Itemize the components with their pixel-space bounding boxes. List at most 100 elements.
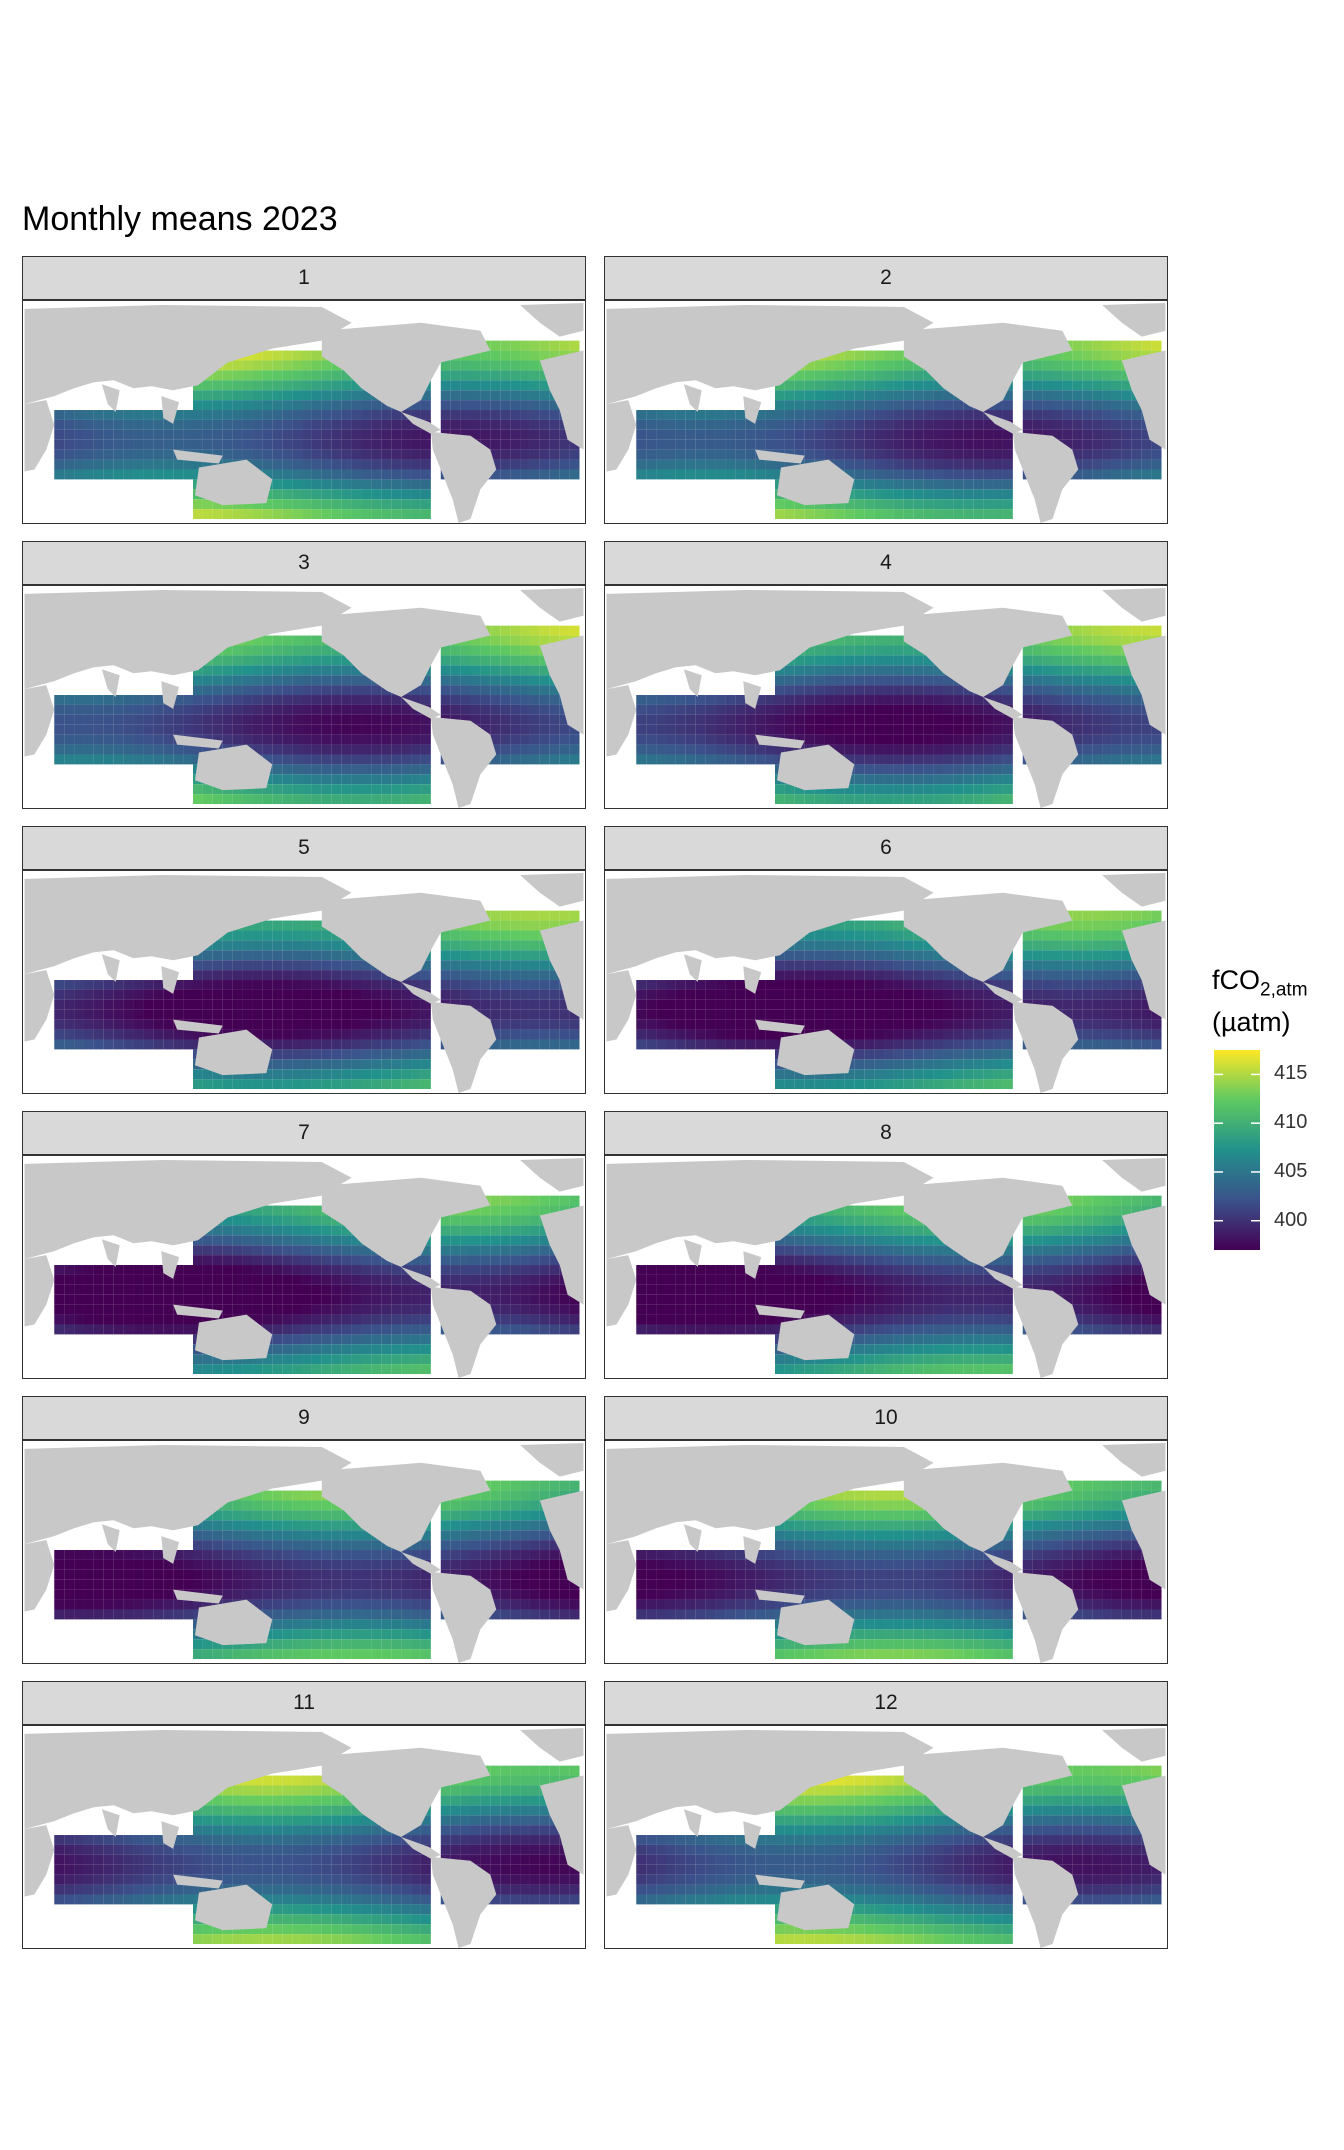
land-layer [606,587,1166,808]
ocean-cell [923,754,934,765]
ocean-cell [983,459,994,470]
ocean-cell [864,419,875,430]
ocean-cell [93,980,104,990]
ocean-cell [163,744,174,755]
ocean-cell [814,960,825,971]
ocean-cell [143,1009,154,1020]
ocean-cell [331,1059,342,1070]
ocean-cell [302,655,312,666]
ocean-cell [874,489,885,500]
ocean-cell [804,449,815,460]
ocean-cell [311,1059,322,1070]
ocean-cell [212,724,223,735]
ocean-cell [232,734,243,745]
ocean-cell [351,1255,362,1266]
ocean-cell [490,1294,501,1305]
ocean-cell [569,910,580,921]
ocean-cell [302,1009,312,1020]
ocean-cell [193,1069,203,1080]
ocean-cell [1102,980,1112,990]
ocean-cell [1072,1019,1083,1030]
ocean-cell [232,390,243,401]
ocean-cell [844,429,855,440]
ocean-cell [460,704,471,715]
ocean-cell [292,1029,303,1040]
ocean-cell [735,714,746,725]
ocean-cell [262,1205,273,1216]
ocean-cell [874,744,885,755]
ocean-cell [311,410,322,420]
ocean-cell [420,489,431,500]
ocean-cell [500,419,511,430]
ocean-cell [450,704,461,715]
land-shape [903,607,1073,697]
ocean-cell [331,774,342,785]
ocean-cell [381,1059,392,1070]
ocean-cell [420,1059,431,1070]
ocean-cell [953,1049,964,1060]
ocean-cell [123,989,134,1000]
ocean-cell [1121,635,1132,646]
ocean-cell [282,675,293,686]
ocean-cell [913,459,924,470]
ocean-cell [252,1354,263,1365]
ocean-cell [1062,724,1073,735]
ocean-cell [1082,390,1093,401]
ocean-cell [341,499,352,510]
ocean-cell [133,1009,144,1020]
ocean-cell [252,1245,263,1256]
ocean-cell [1052,989,1063,1000]
ocean-cell [1131,1019,1142,1030]
ocean-cell [83,695,94,705]
ocean-cell [510,410,521,420]
ocean-cell [292,1069,303,1080]
ocean-cell [331,734,342,745]
ocean-cell [351,1304,362,1315]
ocean-cell [993,410,1003,420]
ocean-cell [715,754,726,765]
ocean-cell [539,350,550,361]
ocean-cell [510,1265,521,1275]
ocean-cell [824,704,835,715]
ocean-cell [529,665,540,676]
ocean-cell [963,794,974,805]
ocean-cell [1111,1009,1122,1020]
ocean-cell [834,645,845,656]
ocean-cell [884,940,894,951]
ocean-cell [884,499,894,510]
ocean-cell [123,1265,134,1275]
ocean-cell [1121,695,1132,705]
ocean-cell [814,509,825,520]
ocean-cell [1102,625,1112,636]
ocean-cell [874,655,885,666]
ocean-cell [272,734,283,745]
ocean-cell [765,980,775,990]
ocean-cell [331,1265,342,1275]
ocean-cell [490,910,501,921]
ocean-cell [232,439,243,450]
ocean-cell [814,390,825,401]
ocean-cell [420,400,431,411]
ocean-cell [222,429,233,440]
ocean-cell [282,1039,293,1050]
ocean-cell [903,1049,914,1060]
ocean-cell [351,764,362,775]
ocean-cell [1042,999,1053,1010]
ocean-cell [695,459,706,470]
ocean-cell [675,469,686,480]
ocean-cell [1002,489,1013,500]
ocean-cell [665,754,676,765]
ocean-cell [1141,1039,1152,1050]
ocean-cell [242,360,253,371]
ocean-cell [282,1009,293,1020]
ocean-cell [874,734,885,745]
ocean-cell [963,1079,974,1090]
ocean-cell [646,754,657,765]
ocean-cell [539,410,550,420]
ocean-cell [1022,989,1033,1000]
ocean-cell [913,744,924,755]
ocean-cell [903,439,914,450]
ocean-cell [1072,410,1083,420]
ocean-cell [675,429,686,440]
facet-panel-2: 2 [604,256,1168,524]
